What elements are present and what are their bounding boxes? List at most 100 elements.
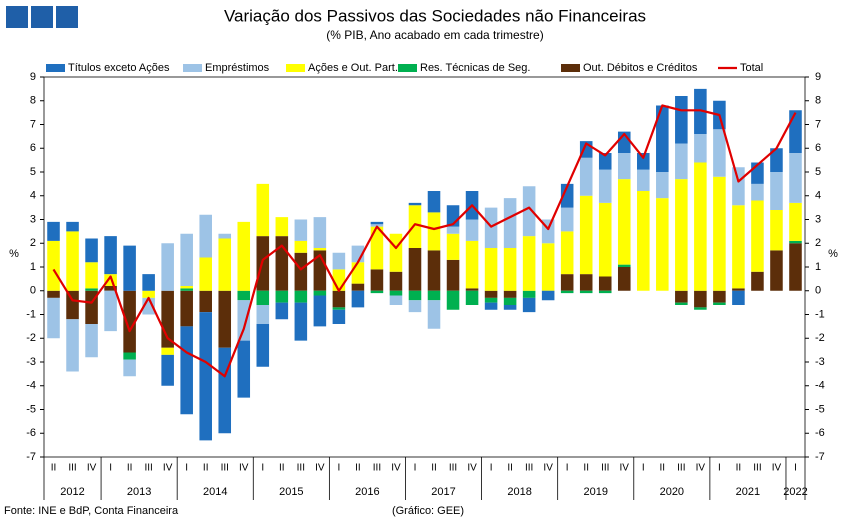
bar-segment	[598, 202, 612, 277]
bar-segment	[351, 290, 365, 308]
bar-segment	[789, 240, 802, 244]
bar-segment	[579, 195, 593, 275]
bar-segment	[484, 302, 498, 310]
bar-segment	[713, 129, 726, 177]
y2-tick-label: -4	[815, 380, 825, 392]
bar-segment	[85, 324, 98, 358]
x-tick-label: III	[601, 463, 609, 474]
source: Fonte: INE e BdP, Conta Financeira	[4, 505, 179, 517]
bar-segment	[161, 347, 174, 355]
x-tick-label: III	[373, 463, 381, 474]
bar-segment	[579, 290, 593, 294]
bar-segment	[465, 219, 479, 241]
bar-segment	[47, 297, 60, 339]
legend-swatch	[183, 64, 202, 72]
bar-segment	[694, 88, 707, 134]
bar-segment	[751, 183, 764, 201]
y2-tick-label: -3	[815, 356, 825, 368]
year-label: 2012	[60, 486, 84, 498]
bar-segment	[313, 290, 327, 296]
bar-segment	[484, 297, 498, 303]
bar-segment	[142, 290, 155, 298]
legend-swatch	[561, 64, 580, 72]
bar-segment	[789, 202, 802, 241]
y2-tick-label: 7	[815, 118, 821, 130]
x-tick-label: I	[642, 463, 645, 474]
bar-segment	[218, 347, 232, 434]
bar-segment	[237, 340, 251, 398]
bar-segment	[656, 105, 669, 172]
bar-segment	[617, 153, 631, 180]
x-tick-label: III	[68, 463, 76, 474]
bar-segment	[66, 319, 79, 372]
bar-segment	[541, 243, 555, 291]
bar-segment	[427, 250, 441, 291]
y-tick-label: -3	[26, 356, 36, 368]
bar-segment	[408, 290, 422, 301]
bar-segment	[503, 248, 517, 291]
bar-segment	[123, 359, 136, 377]
bar-segment	[332, 290, 346, 308]
bar-segment	[694, 307, 707, 310]
bar-segment	[47, 221, 60, 241]
bar-segment	[427, 212, 441, 251]
bar-segment	[294, 252, 308, 291]
x-tick-label: IV	[696, 463, 706, 474]
x-tick-label: IV	[620, 463, 630, 474]
bar-segment	[256, 324, 270, 367]
x-tick-label: IV	[163, 463, 173, 474]
x-tick-label: II	[431, 463, 437, 474]
bar-segment	[713, 302, 726, 305]
bar-segment	[732, 205, 745, 289]
bar-segment	[503, 305, 517, 310]
x-tick-label: II	[127, 463, 133, 474]
y2-axis-label: %	[828, 248, 838, 260]
bar-segment	[66, 231, 79, 291]
year-label: 2016	[355, 486, 379, 498]
year-label: 2018	[507, 486, 531, 498]
bar-segment	[218, 238, 232, 291]
bar-segment	[256, 290, 270, 305]
bar-segment	[104, 290, 117, 332]
y-tick-label: 2	[30, 237, 36, 249]
bar-segment	[389, 290, 403, 296]
bar-segment	[732, 290, 745, 305]
bar-segment	[199, 214, 212, 258]
bar-segment	[370, 224, 384, 227]
x-tick-label: II	[583, 463, 589, 474]
bar-segment	[85, 288, 98, 291]
y-tick-label: 4	[30, 190, 36, 202]
x-tick-label: I	[794, 463, 797, 474]
bar-segment	[85, 262, 98, 289]
bar-segment	[789, 153, 802, 203]
bar-segment	[751, 271, 764, 291]
x-tick-label: III	[525, 463, 533, 474]
bar-segment	[484, 290, 498, 298]
bar-segment	[503, 297, 517, 305]
bar-segment	[579, 274, 593, 291]
legend-label: Res. Técnicas de Seg.	[420, 62, 530, 74]
bar-segment	[579, 157, 593, 196]
bar-segment	[675, 96, 688, 144]
bar-segment	[180, 233, 193, 286]
y2-tick-label: 2	[815, 237, 821, 249]
y-tick-label: 3	[30, 213, 36, 225]
bar-segment	[522, 297, 536, 313]
legend-label: Out. Débitos e Créditos	[583, 62, 698, 74]
logo	[6, 6, 78, 28]
legend-label: Ações e Out. Part.	[308, 62, 398, 74]
bar-segment	[256, 183, 270, 237]
bar-segment	[370, 290, 384, 294]
bar-segment	[180, 290, 193, 327]
year-label: 2019	[583, 486, 607, 498]
x-tick-label: II	[51, 463, 57, 474]
bar-segment	[675, 302, 688, 305]
bar-segment	[408, 202, 422, 206]
bar-segment	[332, 269, 346, 291]
bar-segment	[275, 217, 289, 237]
bar-segment	[637, 191, 650, 291]
y-tick-label: 8	[30, 95, 36, 107]
bar-segment	[351, 283, 365, 291]
logo-square	[31, 6, 53, 28]
y-tick-label: 6	[30, 142, 36, 154]
